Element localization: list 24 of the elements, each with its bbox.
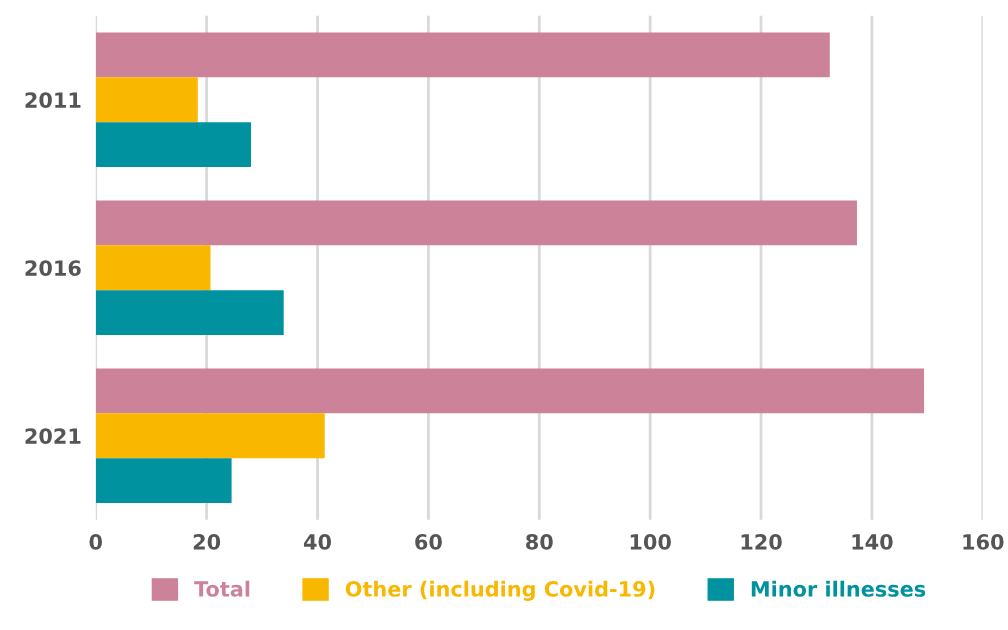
x-tick-label: 160 <box>963 534 1004 550</box>
y-tick-label: 2021 <box>25 428 81 444</box>
bar <box>95 77 198 123</box>
legend-label: Total <box>194 580 250 597</box>
x-tick-label: 60 <box>415 534 442 550</box>
y-tick-label: 2016 <box>25 260 81 276</box>
x-tick-label: 80 <box>526 534 553 550</box>
legend-label: Other (including Covid-19) <box>345 580 655 602</box>
bar <box>95 122 251 167</box>
x-tick-label: 140 <box>852 534 893 550</box>
bar <box>95 32 830 78</box>
x-tick-label: 20 <box>193 534 221 550</box>
x-tick-label: 120 <box>741 534 782 550</box>
bar <box>95 413 325 459</box>
bar <box>95 200 857 246</box>
x-tick-label: 0 <box>89 534 103 550</box>
legend-label: Minor illnesses <box>751 580 926 597</box>
bar <box>95 458 232 503</box>
bar <box>95 245 211 291</box>
y-tick-label: 2011 <box>25 92 81 108</box>
bar <box>95 368 925 414</box>
x-tick-label: 40 <box>303 534 332 550</box>
bar <box>95 290 284 335</box>
x-tick-label: 100 <box>630 534 671 550</box>
